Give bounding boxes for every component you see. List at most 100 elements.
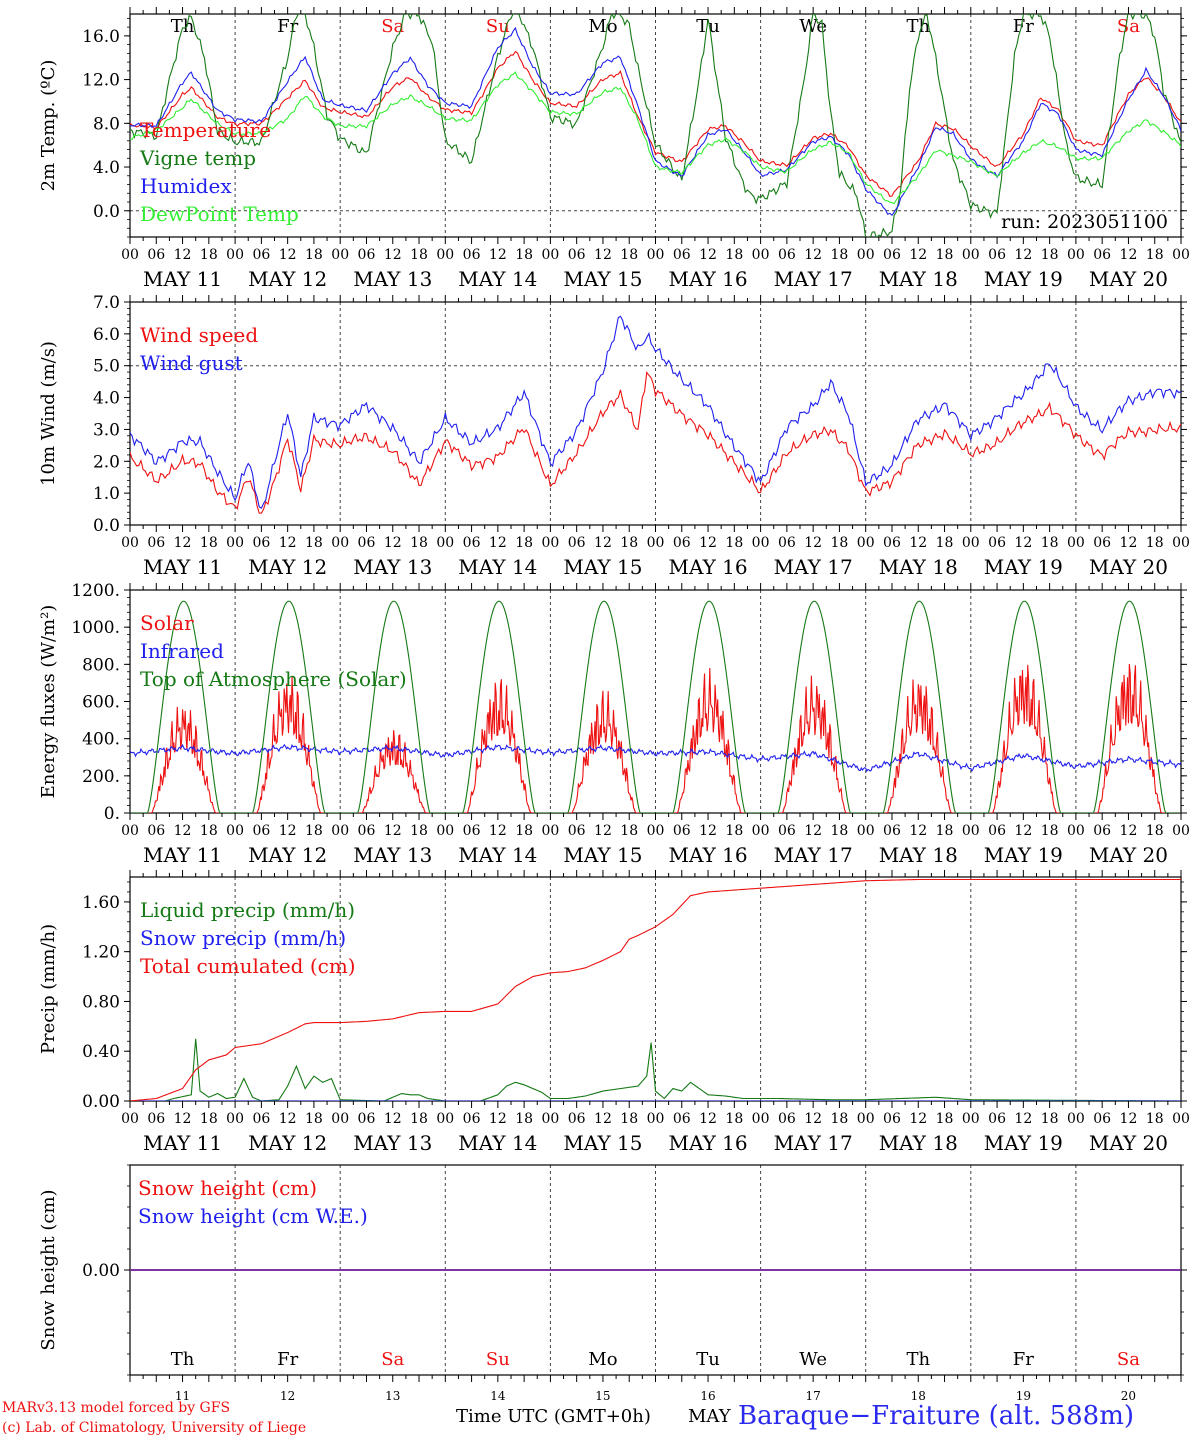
hour-tick-label: 06 [147,247,165,263]
series-line [130,315,1181,510]
series-line [130,600,1181,813]
hour-tick-label: 12 [594,247,612,263]
series-group [130,315,1181,514]
series-line [130,371,1181,514]
hour-tick-label: 06 [883,823,901,839]
panel-precip: 0.00 0.40 0.80 1.20 1.60 Precip (mm/h) 00 06 12 1… [38,870,1190,1155]
hour-tick-label: 00 [1067,823,1085,839]
y-tick-label: 0.40 [82,1042,120,1062]
weekday-label: Sa [381,16,404,37]
y-tick-label: 7.0 [93,293,120,313]
hour-tick-label: 06 [252,1111,270,1127]
hour-tick-label: 00 [962,1111,980,1127]
hour-tick-label: 18 [1146,823,1164,839]
hour-tick-label: 12 [594,823,612,839]
date-label: MAY 12 [248,267,327,291]
legend-entry: Top of Atmosphere (Solar) [140,667,407,691]
hour-tick-label: 00 [226,1111,244,1127]
y-tick-label: 800. [82,655,120,675]
hour-tick-label: 06 [883,535,901,551]
hour-tick-label: 00 [857,535,875,551]
hour-tick-label: 00 [436,1111,454,1127]
hour-tick-label: 06 [1093,823,1111,839]
panel-temp: 0.0 4.0 8.0 12.0 16.0 2m Temp. (ºC) 00 06 12 18 MA… [38,7,1190,291]
hour-tick-label: 00 [436,823,454,839]
date-label: MAY 14 [458,555,537,579]
hour-tick-label: 12 [909,535,927,551]
legend-entry: Snow precip (mm/h) [140,926,346,950]
hour-tick-label: 00 [121,247,139,263]
date-label: MAY 16 [668,1131,747,1155]
hour-tick-label: 12 [1014,1111,1032,1127]
hour-tick-label: 00 [1067,247,1085,263]
series-line [130,50,1181,197]
hour-tick-label: 18 [200,823,218,839]
date-label: MAY 14 [458,843,537,867]
hour-tick-label: 00 [647,1111,665,1127]
hour-tick-label: 06 [568,823,586,839]
hour-tick-label: 12 [804,823,822,839]
legend-entry: DewPoint Temp [140,202,299,226]
date-label: MAY 14 [458,1131,537,1155]
date-label: MAY 15 [563,267,642,291]
series-line [130,878,1181,1101]
hour-tick-label: 12 [279,247,297,263]
hour-tick-label: 06 [673,1111,691,1127]
hour-tick-label: 00 [1067,535,1085,551]
hour-tick-label: 18 [1041,823,1059,839]
hour-tick-label: 06 [988,535,1006,551]
day-number-label: 11 [175,1389,190,1403]
hour-tick-label: 12 [909,1111,927,1127]
legend-entry: Snow height (cm W.E.) [138,1204,368,1228]
hour-tick-label: 00 [436,247,454,263]
date-label: MAY 13 [353,1131,432,1155]
run-label: run: 2023051100 [1001,211,1168,233]
hour-tick-label: 18 [1041,1111,1059,1127]
hour-tick-label: 00 [752,1111,770,1127]
hour-tick-label: 00 [331,247,349,263]
hour-tick-label: 12 [1014,247,1032,263]
x-axis-month: MAY [688,1406,731,1427]
hour-tick-label: 00 [1172,247,1190,263]
hour-tick-label: 00 [647,535,665,551]
y-tick-label: 600. [82,693,120,713]
hour-tick-label: 06 [252,247,270,263]
hour-tick-label: 18 [515,823,533,839]
y-axis-title: 10m Wind (m/s) [38,341,59,486]
hour-tick-label: 06 [988,823,1006,839]
date-label: MAY 17 [774,843,853,867]
day-number-label: 14 [490,1389,506,1403]
hour-tick-label: 18 [410,823,428,839]
weekday-label: Sa [1117,16,1140,37]
hour-tick-label: 00 [121,823,139,839]
hour-tick-label: 00 [752,535,770,551]
hour-tick-label: 00 [1067,1111,1085,1127]
weekday-label: Sa [1117,1349,1140,1370]
hour-tick-label: 12 [1120,535,1138,551]
hour-tick-label: 06 [673,535,691,551]
hour-tick-label: 18 [1041,535,1059,551]
hour-tick-label: 00 [121,1111,139,1127]
y-axis-title: Precip (mm/h) [38,924,59,1054]
hour-tick-label: 06 [778,1111,796,1127]
date-label: MAY 18 [879,1131,958,1155]
series-line [130,26,1181,217]
hour-tick-label: 18 [831,247,849,263]
hour-tick-label: 06 [252,535,270,551]
weekday-label: Fr [277,16,298,37]
hour-tick-label: 00 [226,247,244,263]
hour-tick-label: 12 [1120,823,1138,839]
hour-tick-label: 18 [1041,247,1059,263]
hour-tick-label: 06 [883,1111,901,1127]
date-label: MAY 16 [668,843,747,867]
date-label: MAY 13 [353,555,432,579]
hour-tick-label: 00 [331,823,349,839]
date-label: MAY 17 [774,555,853,579]
hour-tick-label: 12 [279,535,297,551]
hour-tick-label: 18 [831,823,849,839]
hour-tick-label: 12 [489,535,507,551]
hour-tick-label: 12 [489,1111,507,1127]
series-line [130,1038,1181,1101]
hour-tick-label: 12 [279,1111,297,1127]
hour-tick-label: 00 [541,1111,559,1127]
